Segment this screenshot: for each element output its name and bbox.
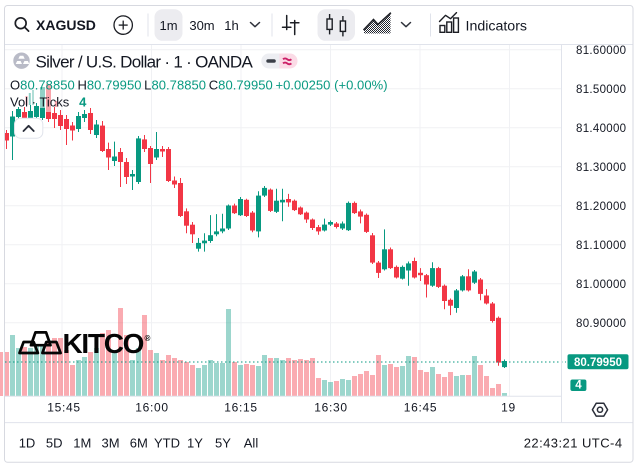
svg-text:81.00000: 81.00000 bbox=[576, 279, 626, 291]
svg-text:®: ® bbox=[145, 334, 151, 343]
svg-text:16:45: 16:45 bbox=[404, 401, 438, 415]
svg-text:16:00: 16:00 bbox=[135, 401, 169, 415]
svg-text:All: All bbox=[244, 436, 259, 451]
svg-text:81.40000: 81.40000 bbox=[576, 123, 626, 135]
svg-text:1D: 1D bbox=[19, 436, 36, 451]
svg-text:Indicators: Indicators bbox=[466, 18, 528, 34]
svg-text:80.90000: 80.90000 bbox=[576, 318, 626, 330]
svg-text:16:30: 16:30 bbox=[314, 401, 348, 415]
svg-text:1h: 1h bbox=[224, 18, 238, 33]
svg-text:Vol · Ticks 4: Vol · Ticks 4 bbox=[10, 95, 87, 110]
svg-text:80.79950: 80.79950 bbox=[574, 357, 622, 369]
svg-text:YTD: YTD bbox=[154, 436, 180, 451]
svg-text:O80.78850 H80.79950 L80.78850: O80.78850 H80.79950 L80.78850 C80.79950 … bbox=[10, 78, 388, 93]
svg-text:19: 19 bbox=[501, 401, 516, 415]
svg-text:6M: 6M bbox=[130, 436, 148, 451]
svg-text:5D: 5D bbox=[46, 436, 63, 451]
svg-text:KITCO: KITCO bbox=[63, 328, 144, 359]
svg-text:81.10000: 81.10000 bbox=[576, 240, 626, 252]
svg-text:22:43:21 UTC-4: 22:43:21 UTC-4 bbox=[524, 436, 623, 451]
svg-text:15:45: 15:45 bbox=[47, 401, 81, 415]
svg-text:1Y: 1Y bbox=[187, 436, 203, 451]
svg-text:81.50000: 81.50000 bbox=[576, 84, 626, 96]
svg-text:3M: 3M bbox=[101, 436, 119, 451]
svg-text:16:15: 16:15 bbox=[224, 401, 258, 415]
svg-text:4: 4 bbox=[575, 380, 582, 392]
svg-text:Silver / U.S. Dollar · 1 · OAN: Silver / U.S. Dollar · 1 · OANDA bbox=[36, 52, 254, 71]
svg-text:30m: 30m bbox=[189, 18, 214, 33]
svg-text:XAGUSD: XAGUSD bbox=[36, 17, 96, 33]
svg-text:81.30000: 81.30000 bbox=[576, 162, 626, 174]
svg-text:1m: 1m bbox=[159, 18, 177, 33]
svg-text:81.20000: 81.20000 bbox=[576, 201, 626, 213]
svg-text:5Y: 5Y bbox=[215, 436, 231, 451]
svg-text:1M: 1M bbox=[73, 436, 91, 451]
svg-text:81.60000: 81.60000 bbox=[576, 45, 626, 57]
